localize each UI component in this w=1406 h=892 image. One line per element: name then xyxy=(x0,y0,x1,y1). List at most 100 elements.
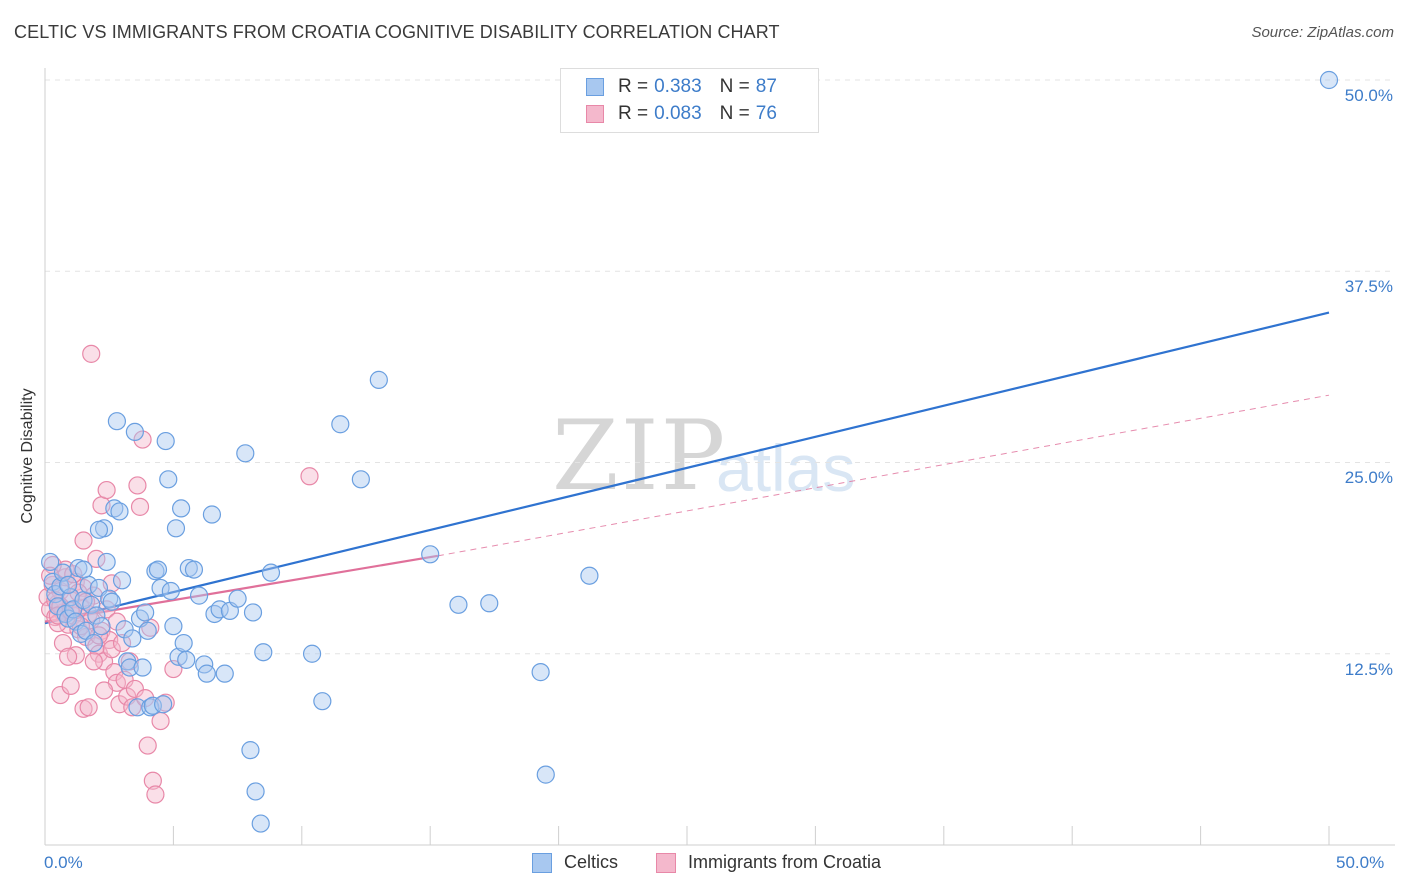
axes xyxy=(44,68,1395,846)
croatia-point xyxy=(130,497,150,516)
celtics-point xyxy=(184,560,204,579)
celtics-points xyxy=(41,70,1339,833)
celtics-point xyxy=(313,692,332,711)
croatia-point xyxy=(51,685,70,705)
y-tick-label: 12.5% xyxy=(1344,660,1393,679)
celtics-point xyxy=(166,519,186,538)
celtics-point xyxy=(302,644,322,663)
legend-item-celtics[interactable]: Celtics xyxy=(532,852,618,873)
celtics-point xyxy=(82,595,101,614)
celtics-point xyxy=(148,560,168,579)
croatia-point xyxy=(128,476,147,495)
celtics-point xyxy=(89,520,109,539)
croatia-point xyxy=(87,549,106,568)
r-label: R = xyxy=(618,76,649,97)
chart-title: CELTIC VS IMMIGRANTS FROM CROATIA COGNIT… xyxy=(14,22,780,42)
legend-row-celtics: R = 0.383 N = 87 xyxy=(586,75,777,99)
celtics-point xyxy=(87,606,106,625)
celtics-point xyxy=(154,695,173,714)
croatia-point xyxy=(123,698,142,717)
celtics-point xyxy=(241,741,260,760)
n-label: N = xyxy=(719,103,750,124)
celtics-point xyxy=(71,624,91,643)
celtics-point xyxy=(59,575,78,595)
croatia-point xyxy=(59,647,78,666)
n-value: 87 xyxy=(755,76,777,97)
r-value: 0.083 xyxy=(654,103,702,124)
croatia-point xyxy=(143,771,162,790)
croatia-point xyxy=(112,633,132,653)
celtics-point xyxy=(236,444,255,463)
croatia-point xyxy=(61,676,80,695)
y-tick-label: 37.5% xyxy=(1344,277,1393,296)
r-value: 0.383 xyxy=(654,76,702,97)
croatia-point xyxy=(94,681,114,700)
celtics-point xyxy=(177,650,196,669)
celtics-legend-swatch xyxy=(532,852,552,873)
croatia-point xyxy=(53,633,73,653)
celtics-point xyxy=(449,595,468,614)
croatia-point xyxy=(133,430,152,449)
croatia-point xyxy=(82,344,101,363)
celtics-point xyxy=(107,412,127,431)
celtics-point xyxy=(1319,70,1339,90)
croatia-point xyxy=(84,652,103,671)
n-value: 76 xyxy=(755,103,777,124)
celtics-point xyxy=(246,782,265,801)
croatia-point xyxy=(102,640,121,659)
celtics-point xyxy=(161,581,180,601)
celtics-point xyxy=(536,765,555,784)
celtics-point xyxy=(41,552,60,572)
celtics-point xyxy=(112,571,132,590)
y-tick-label: 25.0% xyxy=(1344,468,1393,487)
celtics-trend-layer xyxy=(44,311,1330,625)
celtics-point xyxy=(228,589,247,608)
x-tick-label: 0.0% xyxy=(44,853,83,872)
celtics-point xyxy=(531,663,550,682)
celtics-point xyxy=(125,422,144,441)
croatia-trend-extension xyxy=(437,394,1330,557)
celtics-point xyxy=(215,664,234,683)
legend-row-croatia: R = 0.083 N = 76 xyxy=(586,102,777,126)
legend-item-croatia[interactable]: Immigrants from Croatia xyxy=(656,852,881,873)
celtics-point xyxy=(133,658,152,677)
source-label: Source: ZipAtlas.com xyxy=(1251,24,1394,41)
croatia-trend-layer xyxy=(44,394,1330,623)
croatia-point xyxy=(300,467,319,486)
celtics-point xyxy=(123,629,142,648)
celtics-point xyxy=(84,633,103,653)
celtics-point xyxy=(110,502,129,521)
y-tick-label: 50.0% xyxy=(1344,86,1393,105)
celtics-point xyxy=(97,552,116,572)
croatia-point xyxy=(136,689,155,708)
celtics-point xyxy=(351,470,370,489)
legend-label-croatia: Immigrants from Croatia xyxy=(688,852,882,872)
croatia-point xyxy=(97,480,116,500)
celtics-point xyxy=(48,597,67,616)
series-legend: Celtics Immigrants from Croatia xyxy=(0,852,1406,876)
n-label: N = xyxy=(719,76,750,97)
celtics-point xyxy=(164,617,183,636)
celtics-point xyxy=(254,643,273,662)
celtics-point xyxy=(128,698,147,717)
celtics-point xyxy=(102,592,121,611)
croatia-point xyxy=(79,698,98,717)
celtics-point xyxy=(156,431,175,451)
celtics-point xyxy=(202,505,222,524)
celtics-point xyxy=(105,499,124,518)
celtics-point xyxy=(243,603,263,622)
celtics-point xyxy=(138,621,157,640)
correlation-legend: R = 0.383 N = 87 R = 0.083 N = 76 xyxy=(560,68,819,133)
celtics-point xyxy=(251,814,270,833)
croatia-point xyxy=(138,736,157,755)
celtics-point xyxy=(261,563,281,582)
celtics-point xyxy=(172,499,191,518)
celtics-point xyxy=(92,617,111,636)
x-tick-label: 50.0% xyxy=(1336,853,1385,872)
r-label: R = xyxy=(618,103,649,124)
celtics-point xyxy=(115,620,134,639)
croatia-point xyxy=(74,531,93,550)
celtics-point xyxy=(369,370,388,389)
y-axis-label: Cognitive Disability xyxy=(19,388,36,524)
